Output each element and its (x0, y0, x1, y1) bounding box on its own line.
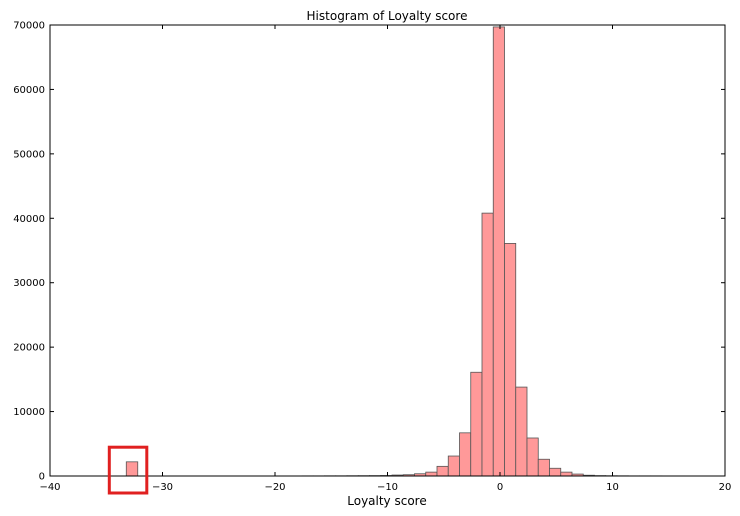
plot-frame (49, 24, 726, 477)
x-tick-label-1: −30 (152, 482, 173, 493)
y-tick-label-2: 20000 (13, 343, 45, 354)
histogram-bar-23 (549, 467, 562, 477)
x-axis-label: Loyalty score (347, 494, 426, 508)
y-tick-label-7: 70000 (13, 21, 45, 32)
x-tick-label-4: 0 (497, 482, 503, 493)
x-tick-label-6: 20 (719, 482, 732, 493)
x-tick-label-5: 10 (606, 482, 619, 493)
y-tick-label-1: 10000 (13, 407, 45, 418)
histogram-bar-22 (537, 458, 550, 477)
bars-layer (125, 26, 706, 477)
y-tick-label-6: 60000 (13, 85, 45, 96)
histogram-bar-21 (526, 437, 539, 477)
histogram-bar-16 (470, 371, 483, 477)
histogram-bar-17 (481, 212, 494, 477)
histogram-bar-19 (504, 243, 517, 477)
y-tick-label-4: 40000 (13, 214, 45, 225)
y-tick-label-5: 50000 (13, 149, 45, 160)
histogram-bar-0 (125, 461, 139, 477)
x-tick-label-2: −20 (264, 482, 285, 493)
chart-title: Histogram of Loyalty score (307, 9, 468, 23)
x-tick-label-3: −10 (377, 482, 398, 493)
histogram-bar-24 (560, 471, 573, 477)
histogram-bar-12 (425, 471, 438, 477)
y-tick-label-0: 0 (39, 472, 45, 483)
ticks-layer: −40 −30 −20 −10 0 10 20 0 10000 20000 30000 40000 50… (13, 21, 731, 494)
y-tick-label-3: 30000 (13, 278, 45, 289)
histogram-bar-14 (447, 455, 460, 477)
highlight-box (107, 445, 149, 495)
histogram-bar-15 (459, 432, 472, 477)
histogram-bar-18 (492, 26, 505, 477)
histogram-bar-20 (515, 386, 528, 477)
histogram-bar-13 (436, 465, 449, 477)
x-tick-label-0: −40 (39, 482, 60, 493)
